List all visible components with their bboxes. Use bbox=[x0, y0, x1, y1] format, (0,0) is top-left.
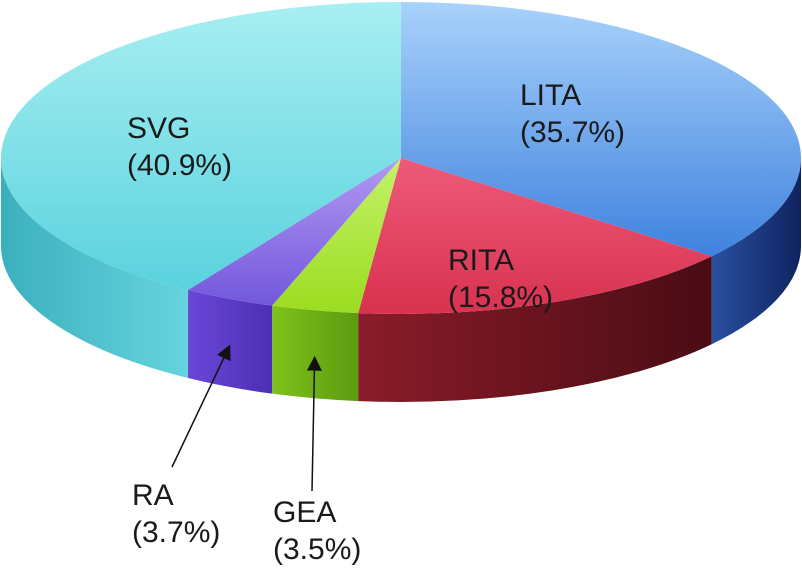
pie-slice-lita[interactable] bbox=[401, 2, 801, 257]
slice-name-ra: RA bbox=[132, 479, 174, 512]
pie-side-rita bbox=[358, 256, 712, 402]
slice-label-ra: RA (3.7%) bbox=[132, 479, 220, 549]
leader-arrow-gea bbox=[306, 355, 322, 492]
leader-lines bbox=[171, 344, 322, 492]
pie-sides bbox=[1, 158, 801, 402]
slice-name-svg: SVG bbox=[127, 112, 190, 145]
slice-label-lita: LITA (35.7%) bbox=[520, 79, 625, 149]
slice-name-gea: GEA bbox=[273, 496, 336, 529]
pie-slice-svg[interactable] bbox=[1, 2, 402, 291]
pie-tops bbox=[1, 2, 801, 314]
pie-slice-rita[interactable] bbox=[358, 158, 712, 314]
slice-percent-svg: (40.9%) bbox=[127, 149, 232, 182]
slice-label-rita: RITA (15.8%) bbox=[448, 244, 553, 314]
pie-slice-ra[interactable] bbox=[188, 158, 401, 306]
pie-side-gea bbox=[272, 305, 359, 402]
slice-percent-gea: (3.5%) bbox=[273, 533, 361, 566]
pie-side-svg bbox=[1, 158, 189, 379]
pie-side-ra bbox=[188, 290, 273, 394]
slice-name-lita: LITA bbox=[520, 79, 581, 112]
leader-arrow-ra bbox=[171, 344, 231, 468]
slice-percent-ra: (3.7%) bbox=[132, 516, 220, 549]
slice-name-rita: RITA bbox=[448, 244, 514, 277]
slice-label-gea: GEA (3.5%) bbox=[273, 496, 361, 566]
slice-label-svg: SVG (40.9%) bbox=[127, 112, 232, 182]
pie-side-lita bbox=[711, 158, 801, 345]
slice-percent-lita: (35.7%) bbox=[520, 116, 625, 149]
pie-labels: LITA (35.7%) RITA (15.8%) GEA (3.5%) RA (3.7%) S… bbox=[127, 79, 625, 566]
pie-slice-gea[interactable] bbox=[272, 158, 401, 314]
slice-percent-rita: (15.8%) bbox=[448, 281, 553, 314]
